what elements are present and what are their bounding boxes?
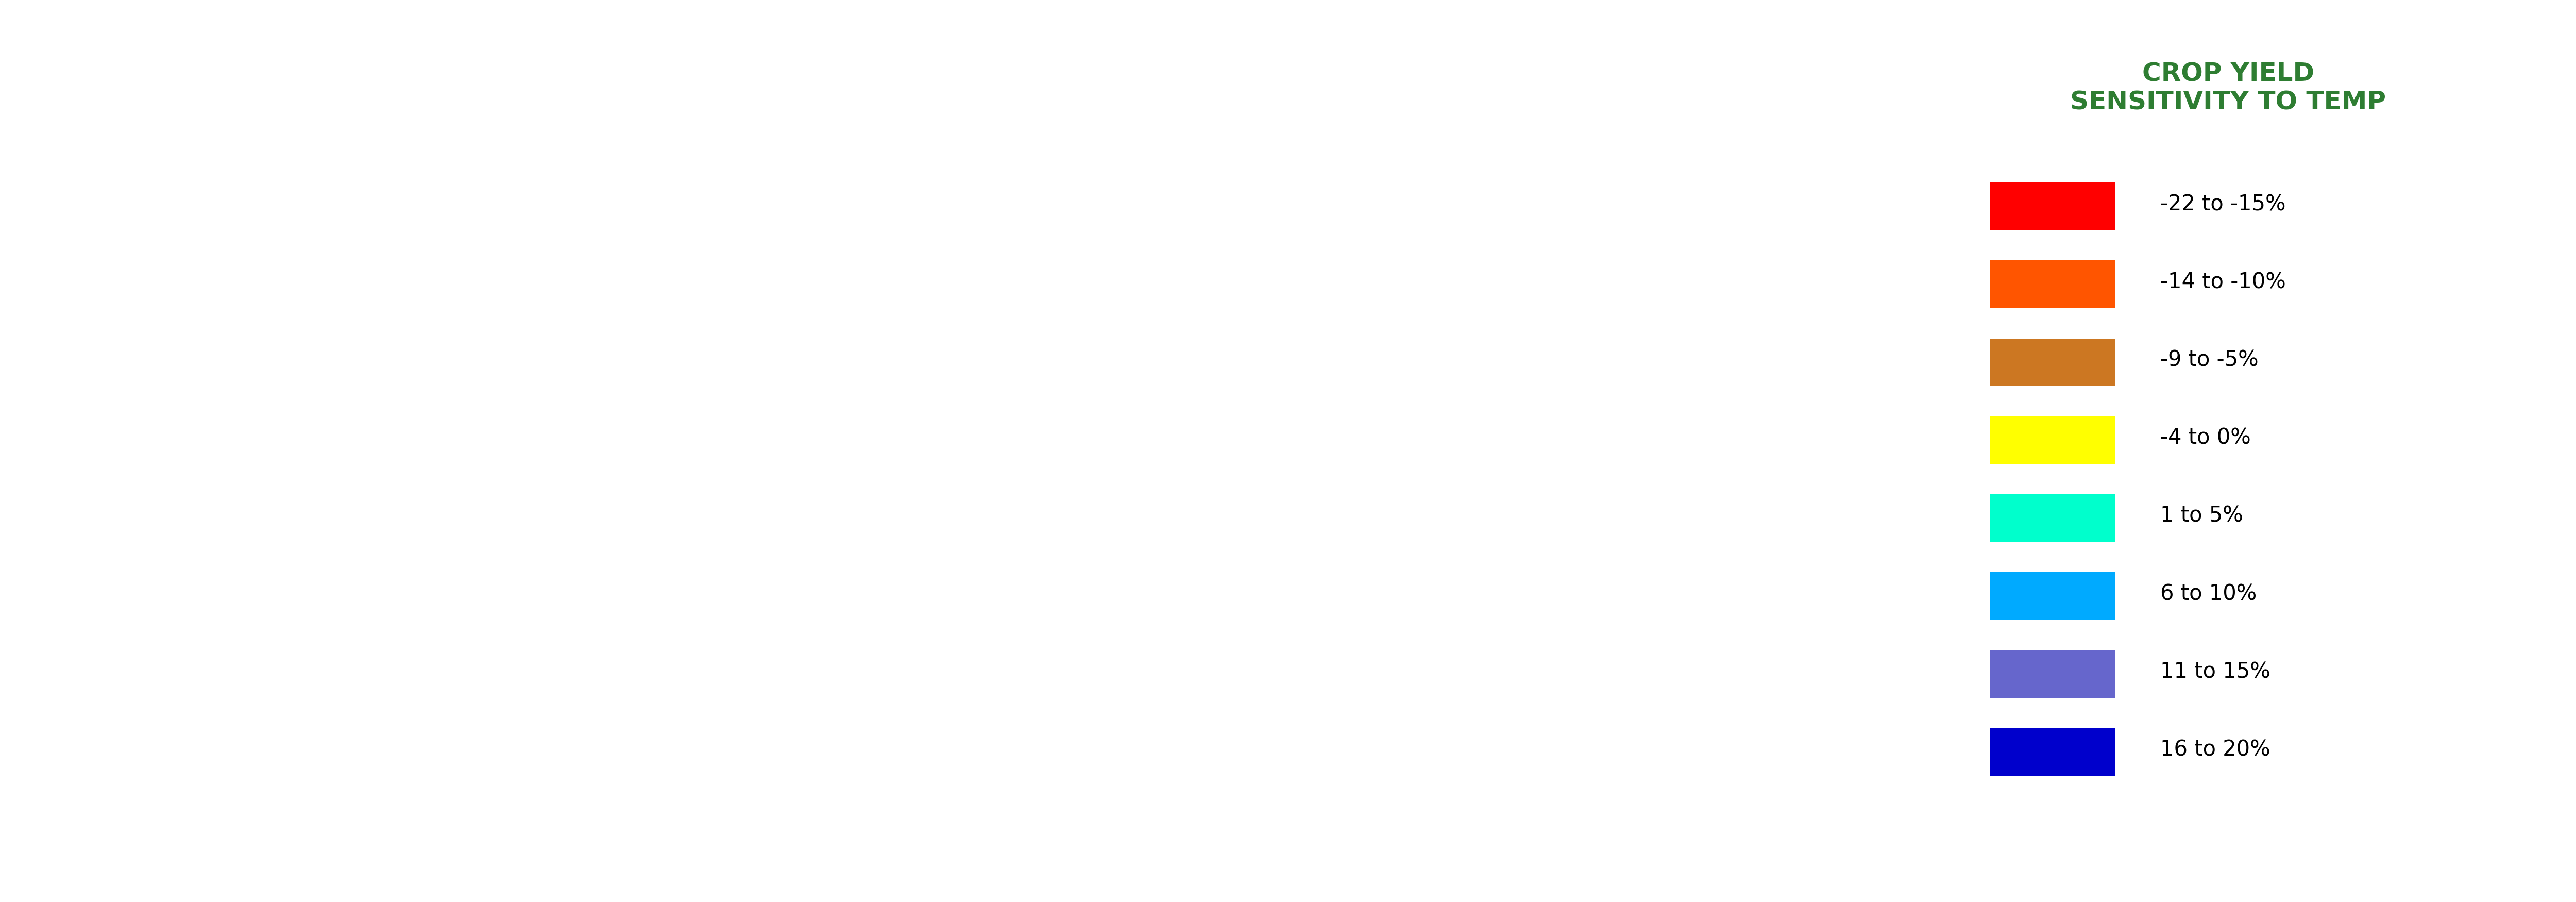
FancyBboxPatch shape bbox=[1991, 728, 2115, 776]
FancyBboxPatch shape bbox=[1991, 182, 2115, 230]
FancyBboxPatch shape bbox=[1991, 261, 2115, 308]
FancyBboxPatch shape bbox=[1991, 338, 2115, 386]
Text: 16 to 20%: 16 to 20% bbox=[2161, 739, 2269, 760]
Text: -4 to 0%: -4 to 0% bbox=[2161, 428, 2251, 449]
Text: 1 to 5%: 1 to 5% bbox=[2161, 505, 2244, 527]
FancyBboxPatch shape bbox=[1991, 572, 2115, 620]
FancyBboxPatch shape bbox=[1991, 494, 2115, 542]
Text: -14 to -10%: -14 to -10% bbox=[2161, 272, 2285, 293]
FancyBboxPatch shape bbox=[1991, 650, 2115, 698]
Text: 6 to 10%: 6 to 10% bbox=[2161, 583, 2257, 604]
Text: 11 to 15%: 11 to 15% bbox=[2161, 661, 2269, 683]
Text: -22 to -15%: -22 to -15% bbox=[2161, 193, 2285, 215]
Text: -9 to -5%: -9 to -5% bbox=[2161, 349, 2259, 371]
Text: CROP YIELD
SENSITIVITY TO TEMP: CROP YIELD SENSITIVITY TO TEMP bbox=[2071, 61, 2385, 115]
FancyBboxPatch shape bbox=[1991, 417, 2115, 464]
